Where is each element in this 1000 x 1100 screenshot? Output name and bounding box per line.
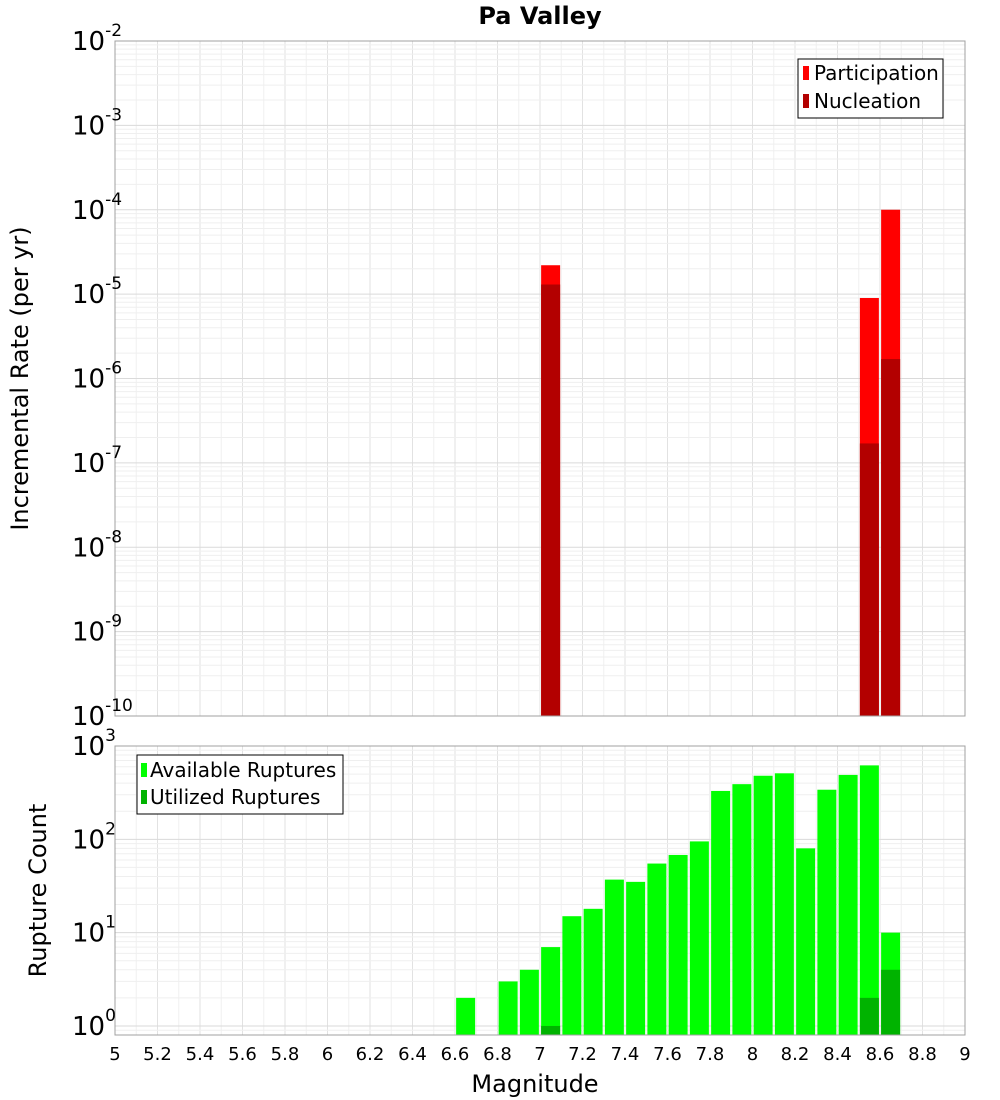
count-x-tick-label: 7.6: [653, 1044, 682, 1065]
count-bar: [541, 1025, 561, 1035]
count-x-tick-label: 8.8: [908, 1044, 937, 1065]
count-x-tick-label: 5.4: [186, 1044, 215, 1065]
rate-legend: Participation Nucleation: [797, 58, 944, 119]
count-x-tick-label: 6: [322, 1044, 333, 1065]
count-legend: Available Ruptures Utilized Ruptures: [136, 754, 344, 815]
count-bar: [498, 981, 518, 1035]
count-x-tick-label: 5.2: [143, 1044, 172, 1065]
count-x-tick-label: 7.2: [568, 1044, 597, 1065]
count-bar: [562, 916, 582, 1035]
count-legend-label: Utilized Ruptures: [150, 785, 320, 809]
count-series-1: [541, 969, 901, 1035]
rate-bar: [881, 359, 901, 716]
count-x-ticks: 5 5.2 5.4 5.6 5.8 6 6.2 6.4 6.6 6.8 7 7.2 7.4 7.6 7.8 8…: [109, 1044, 970, 1065]
count-y-ticks: 100 101 102 103: [72, 726, 116, 1042]
rate-legend-swatch: [803, 66, 809, 80]
count-x-tick-label: 7.8: [696, 1044, 725, 1065]
count-x-tick-label: 8: [747, 1044, 758, 1065]
count-bar: [796, 848, 816, 1035]
rate-legend-swatch: [803, 94, 809, 108]
count-bar: [626, 881, 646, 1035]
count-y-tick-label: 103: [72, 726, 116, 762]
count-x-tick-label: 7: [534, 1044, 545, 1065]
count-bar: [541, 947, 561, 1035]
rate-bar: [859, 443, 879, 716]
rate-grid: [114, 40, 966, 717]
rate-y-tick-label: 10-10: [72, 696, 133, 732]
rate-y-tick-label: 10-9: [72, 612, 122, 648]
count-bar: [689, 841, 709, 1035]
count-bar: [753, 775, 773, 1035]
rate-y-tick-label: 10-7: [72, 443, 122, 479]
rate-y-ticks: 10-10 10-9 10-8 10-7 10-6 10-5 10-4 10-3 10-2: [72, 21, 133, 732]
count-x-tick-label: 6.4: [398, 1044, 427, 1065]
count-x-tick-label: 6.6: [441, 1044, 470, 1065]
chart-title: Pa Valley: [478, 2, 602, 30]
rate-plot-border: [114, 40, 966, 717]
count-y-tick-label: 101: [72, 913, 116, 949]
rate-y-tick-label: 10-5: [72, 274, 122, 310]
rate-y-tick-label: 10-8: [72, 527, 122, 563]
count-bar: [881, 969, 901, 1035]
count-bar: [604, 879, 624, 1035]
count-bar: [859, 997, 879, 1035]
count-legend-label: Available Ruptures: [150, 758, 336, 782]
count-bar: [583, 908, 603, 1035]
count-bar: [647, 863, 667, 1035]
count-legend-box: [136, 754, 344, 815]
rupture-count-chart: 100 101 102 103 5 5.2 5.4 5.6 5.8 6 6.2 6.4 6.6 6.8 7 7…: [24, 726, 971, 1098]
rate-y-tick-label: 10-2: [72, 21, 122, 57]
count-x-tick-label: 5.8: [271, 1044, 300, 1065]
count-bar: [732, 784, 752, 1035]
count-x-tick-label: 5.6: [228, 1044, 257, 1065]
rate-chart: 10-10 10-9 10-8 10-7 10-6 10-5 10-4 10-3 10-2 Pa …: [6, 2, 966, 732]
count-bar: [519, 969, 539, 1035]
count-bar: [838, 774, 858, 1035]
count-x-tick-label: 9: [959, 1044, 970, 1065]
count-bar: [668, 854, 688, 1035]
rate-legend-label: Nucleation: [814, 89, 921, 113]
count-x-tick-label: 8.6: [866, 1044, 895, 1065]
count-x-axis-title: Magnitude: [471, 1070, 598, 1098]
count-y-tick-label: 100: [72, 1006, 116, 1042]
rate-y-tick-label: 10-3: [72, 105, 122, 141]
count-x-tick-label: 5: [109, 1044, 120, 1065]
count-bar: [456, 997, 476, 1035]
count-plot-border: [114, 745, 966, 1036]
rate-legend-label: Participation: [814, 61, 939, 85]
rate-bar: [541, 284, 561, 716]
count-bar: [859, 765, 879, 1035]
count-x-tick-label: 8.2: [781, 1044, 810, 1065]
count-bar: [817, 789, 837, 1035]
count-legend-swatch: [141, 790, 147, 804]
rate-series-1: [541, 284, 901, 716]
count-y-axis-title: Rupture Count: [24, 804, 52, 978]
count-x-tick-label: 8.4: [823, 1044, 852, 1065]
rate-legend-box: [797, 58, 944, 119]
count-legend-swatch: [141, 763, 147, 777]
count-series-0: [456, 765, 901, 1035]
count-x-tick-label: 6.8: [483, 1044, 512, 1065]
count-bar: [774, 773, 794, 1035]
count-y-tick-label: 102: [72, 819, 116, 855]
count-x-tick-label: 7.4: [611, 1044, 640, 1065]
rate-y-tick-label: 10-6: [72, 359, 122, 395]
rate-y-axis-title: Incremental Rate (per yr): [6, 226, 34, 530]
count-x-tick-label: 6.2: [356, 1044, 385, 1065]
rate-y-tick-label: 10-4: [72, 190, 122, 226]
count-bar: [711, 790, 731, 1035]
